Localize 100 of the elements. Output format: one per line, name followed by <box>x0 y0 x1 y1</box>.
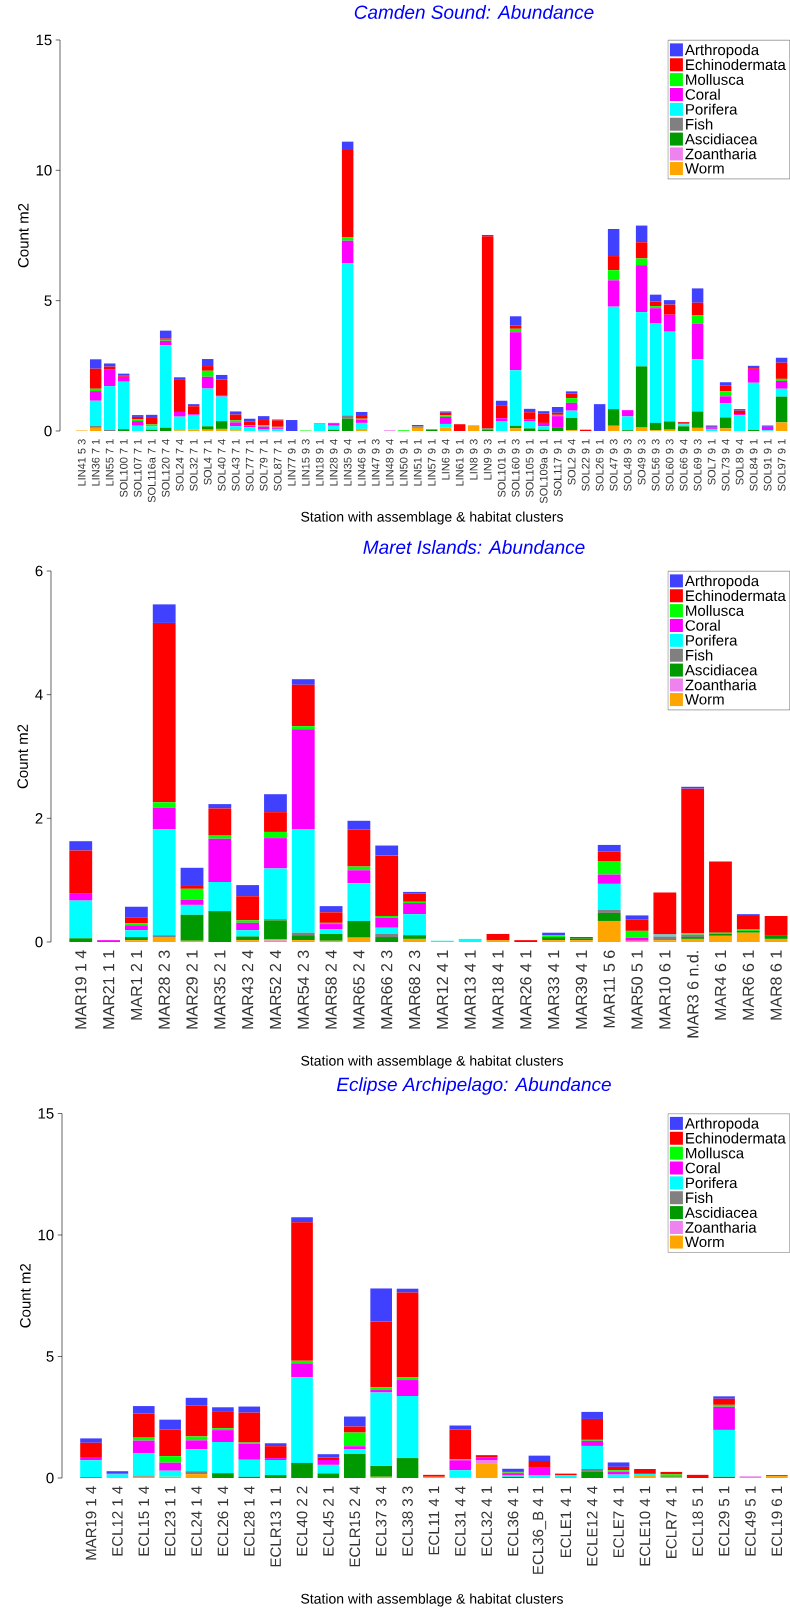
x-tick-label: MAR1 2 1 <box>130 950 142 1020</box>
x-tick-label: MAR8 6 1 <box>770 950 782 1020</box>
x-tick-label: ECL26 1 4 <box>217 1486 229 1556</box>
legend-label: Coral <box>685 1162 720 1174</box>
x-tick-label: MAR54 2 3 <box>297 950 309 1029</box>
x-tick-label: SOL4 7 1 <box>203 439 212 485</box>
legend-label: Echinodermata <box>686 1132 786 1144</box>
x-tick-label: SOL91 9 1 <box>763 439 772 491</box>
legend-label: Arthropoda <box>684 44 760 59</box>
x-tick-label: LIN50 9 1 <box>399 439 408 486</box>
x-tick-label: MAR18 4 1 <box>492 950 504 1029</box>
legend-label: Fish <box>686 1192 713 1204</box>
legend-label: Worm <box>684 1236 724 1248</box>
legend-label: Coral <box>685 88 720 100</box>
legend-label: Ascidiacea <box>684 133 758 145</box>
x-tick-label: ECL11 4 1 <box>428 1486 440 1555</box>
x-tick-label: ECL45 2 1 <box>323 1486 334 1556</box>
y-tick-label: 15 <box>38 1108 54 1119</box>
legend-label: Zoantharia <box>685 148 757 160</box>
x-tick-label: SOL47 9 3 <box>609 439 618 491</box>
y-axis-title: Count m2 <box>20 1264 31 1328</box>
x-tick-label: ECLR15 2 4 <box>349 1486 361 1567</box>
x-tick-label: LIN36 7 1 <box>91 439 100 486</box>
x-tick-label: SOL43 7 1 <box>231 439 240 491</box>
legend-label: Fish <box>686 649 713 661</box>
y-tick-label: 10 <box>36 165 52 176</box>
x-tick-label: ECL38 3 3 <box>402 1486 413 1556</box>
x-tick-label: LIN77 9 1 <box>287 439 296 486</box>
x-axis-title: Station with assemblage & habitat clusters <box>301 511 563 525</box>
y-tick-label: 4 <box>35 689 43 700</box>
x-tick-label: SOL79 7 1 <box>259 439 268 491</box>
x-tick-label: SOL160 9 3 <box>511 439 520 497</box>
x-tick-label: SOL101 9 1 <box>497 439 506 497</box>
x-tick-label: SOL105 9 1 <box>525 439 534 497</box>
x-tick-label: SOL100 7 1 <box>119 439 128 497</box>
x-tick-label: ECL24 1 4 <box>191 1486 202 1556</box>
x-tick-label: ECLE7 4 1 <box>613 1486 624 1558</box>
x-tick-label: LIN57 9 1 <box>427 439 436 486</box>
x-tick-label: SOL117 9 1 <box>553 439 562 497</box>
x-tick-label: MAR10 6 1 <box>659 950 671 1029</box>
x-tick-label: ECL29 5 1 <box>718 1486 730 1556</box>
legend-label: Ascidiacea <box>684 664 758 676</box>
x-tick-label: ECL37 3 4 <box>375 1486 387 1556</box>
y-tick-label: 15 <box>36 34 52 46</box>
legend-label: Ascidiacea <box>684 1206 758 1218</box>
legend-label: Worm <box>684 163 724 174</box>
legend-label: Mollusca <box>686 1147 745 1159</box>
x-tick-label: SOL60 9 3 <box>665 439 674 491</box>
chart-title: Maret Islands: Abundance <box>363 540 585 554</box>
x-tick-label: ECL18 5 1 <box>692 1486 703 1556</box>
x-tick-label: SOL26 9 1 <box>595 439 604 491</box>
x-tick-label: SOL66 9 4 <box>679 439 688 491</box>
x-tick-label: ECL32 4 1 <box>481 1486 492 1556</box>
legend-label: Arthropoda <box>684 1117 760 1132</box>
y-axis-title: Count m2 <box>18 203 29 268</box>
legend-label: Fish <box>686 118 713 130</box>
x-tick-label: ECLE10 4 1 <box>639 1486 651 1566</box>
legend-label: Echinodermata <box>686 59 786 71</box>
legend-label: Mollusca <box>686 73 745 85</box>
x-axis-title: Station with assemblage & habitat clusters <box>301 1593 563 1607</box>
y-tick-label: 6 <box>35 565 43 577</box>
x-tick-label: ECL15 1 4 <box>138 1486 150 1556</box>
x-tick-label: ECL36 4 1 <box>507 1486 519 1556</box>
x-tick-label: LIN28 9 4 <box>329 439 338 486</box>
x-tick-label: LIN61 9 1 <box>455 439 464 486</box>
x-tick-label: ECLE1 4 1 <box>560 1486 572 1558</box>
x-tick-label: SOL24 7 4 <box>175 439 184 491</box>
x-tick-label: SOL87 7 1 <box>273 439 282 491</box>
x-tick-label: SOL7 9 1 <box>707 439 716 485</box>
x-tick-label: SOL116a 7 1 <box>147 439 156 503</box>
y-tick-label: 0 <box>46 1472 54 1484</box>
x-tick-label: SOL32 7 1 <box>189 439 198 491</box>
legend-label: Arthropoda <box>684 575 760 590</box>
x-tick-label: MAR52 2 4 <box>269 950 282 1029</box>
x-axis-title: Station with assemblage & habitat clusters <box>301 1055 563 1069</box>
x-tick-label: MAR39 4 1 <box>575 950 588 1029</box>
x-tick-label: SOL77 7 1 <box>245 439 254 491</box>
x-tick-label: ECL12 1 4 <box>112 1486 123 1556</box>
x-tick-label: ECL31 4 4 <box>454 1486 466 1556</box>
legend-label: Porifera <box>686 103 738 115</box>
x-tick-label: MAR19 1 4 <box>85 1486 97 1560</box>
x-tick-label: MAR13 4 1 <box>464 950 476 1029</box>
x-tick-label: SOL107 7 1 <box>133 439 142 497</box>
x-tick-label: MAR29 2 1 <box>186 950 198 1029</box>
x-tick-label: LIN9 9 3 <box>483 439 492 480</box>
x-tick-label: MAR12 4 1 <box>436 950 448 1029</box>
y-tick-label: 0 <box>35 936 43 948</box>
x-tick-label: LIN55 7 1 <box>105 439 114 486</box>
x-tick-label: SOL40 7 4 <box>217 439 226 491</box>
x-tick-label: SOL22 9 1 <box>581 439 590 491</box>
y-tick-label: 5 <box>46 1351 54 1362</box>
x-tick-label: SOL73 9 4 <box>721 439 730 491</box>
y-axis-title: Count m2 <box>17 724 28 789</box>
x-tick-label: LIN6 9 4 <box>441 439 450 480</box>
x-tick-label: SOL84 9 1 <box>749 439 758 491</box>
x-tick-label: MAR28 2 3 <box>158 950 170 1029</box>
y-tick-label: 5 <box>44 295 52 306</box>
legend-label: Echinodermata <box>686 590 786 602</box>
chart-title: Camden Sound: Abundance <box>354 5 594 19</box>
x-tick-label: LIN35 9 4 <box>343 439 352 486</box>
